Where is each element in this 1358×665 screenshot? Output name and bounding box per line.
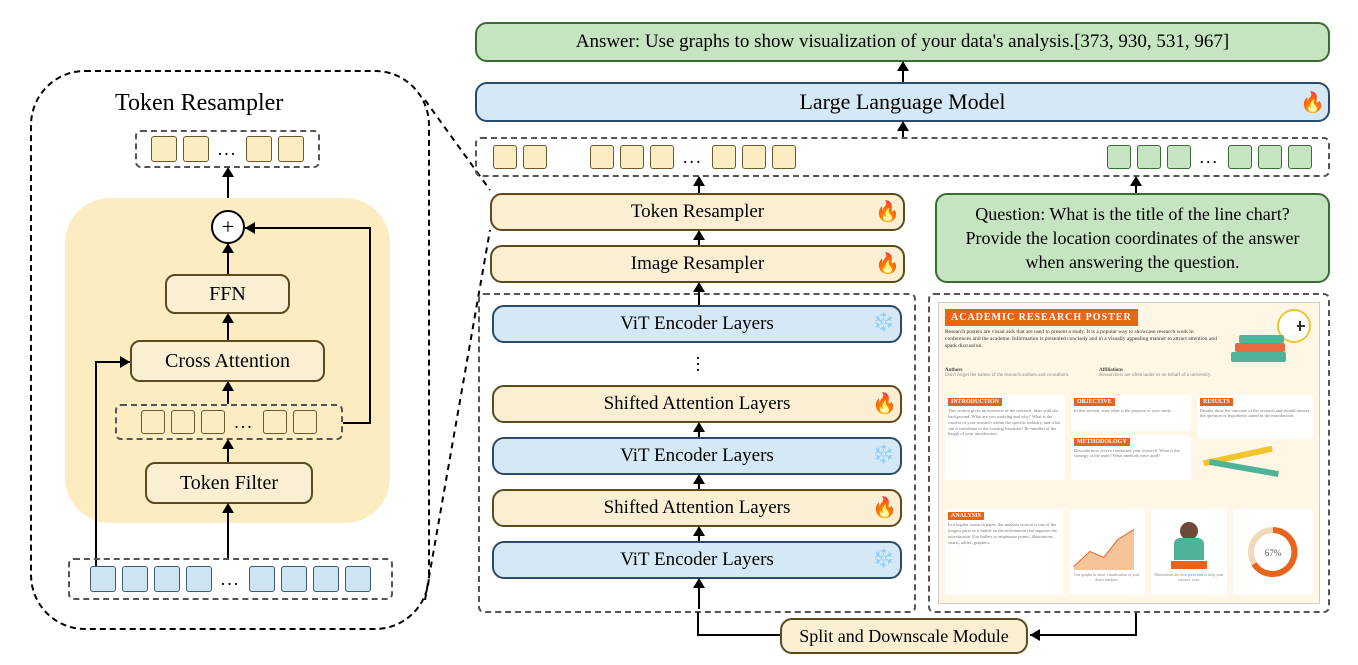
answer-block: Answer: Use graphs to show visualization… (475, 22, 1330, 62)
sequence-tokens: ... ... (490, 142, 1315, 172)
arrow-split-to-enc (693, 579, 705, 609)
arrow-tr-to-tokens (693, 177, 705, 193)
objective-tag: OBJECTIVE (1074, 398, 1115, 406)
poster-title: ACADEMIC RESEARCH POSTER (945, 309, 1138, 326)
snowflake-icon: ❄️ (872, 312, 894, 333)
results-tag: RESULTS (1200, 398, 1233, 406)
arrow-stack-2 (693, 475, 705, 489)
ffn-block: FFN (165, 274, 290, 314)
arrow-enc-to-ir (693, 283, 705, 305)
arrow-plus-to-output (222, 168, 234, 198)
token-resampler-title: Token Resampler (115, 90, 283, 117)
arrow-llm-to-answer (897, 62, 909, 82)
arrow-ffn-to-plus (222, 244, 234, 274)
snowflake-icon: ❄️ (872, 548, 894, 569)
flame-icon: 🔥 (1300, 90, 1325, 115)
flame-icon: 🔥 (872, 391, 897, 416)
flame-icon: 🔥 (872, 495, 897, 520)
token-filter-block: Token Filter (145, 462, 313, 504)
image-resampler-block: Image Resampler (490, 245, 905, 283)
tr-input-tokens: ... (74, 564, 387, 594)
arrow-tf-to-midtok (222, 440, 234, 462)
snowflake-icon: ❄️ (872, 444, 894, 465)
arrow-stack-3 (693, 527, 705, 541)
arrow-stack-1 (693, 423, 705, 437)
poster-subtitle: Research posters are visual aids that ar… (945, 329, 1217, 350)
vit-encoder-block-bot: ViT Encoder Layers (492, 541, 902, 579)
analysis-tag: ANALYSIS (948, 512, 984, 520)
arrow-poster-to-split (1020, 613, 1170, 653)
token-resampler-block: Token Resampler (490, 193, 905, 231)
shifted-attention-block-2: Shifted Attention Layers (492, 489, 902, 527)
arrow-midtok-to-ca (222, 382, 234, 404)
methodology-tag: METHODOLOGY (1074, 438, 1130, 446)
arrow-split-to-stack (670, 606, 790, 650)
arrow-tokens-to-llm (897, 122, 909, 137)
flame-icon: 🔥 (875, 251, 900, 276)
poster-percent: 67% (1265, 548, 1282, 558)
intro-tag: INTRODUCTION (948, 398, 1002, 406)
tr-mid-tokens: ... (120, 408, 338, 436)
llm-block: Large Language Model (475, 82, 1330, 122)
arrow-q-to-tokens (1130, 177, 1142, 193)
shifted-attention-block-1: Shifted Attention Layers (492, 385, 902, 423)
arrow-input-to-tf (222, 504, 234, 558)
vit-encoder-block-top: ViT Encoder Layers (492, 305, 902, 343)
plus-node: + (211, 210, 245, 244)
vit-encoder-block-mid: ViT Encoder Layers (492, 437, 902, 475)
arrow-ca-to-ffn (222, 314, 234, 340)
cross-attention-block: Cross Attention (130, 340, 325, 382)
flame-icon: 🔥 (875, 199, 900, 224)
vertical-dots: ... (693, 350, 703, 368)
arrow-ir-to-tr (693, 231, 705, 245)
question-block: Question: What is the title of the line … (935, 193, 1330, 283)
research-poster: ACADEMIC RESEARCH POSTER Research poster… (938, 302, 1320, 604)
split-downscale-block: Split and Downscale Module (780, 618, 1028, 654)
tr-output-tokens: ... (140, 134, 315, 164)
